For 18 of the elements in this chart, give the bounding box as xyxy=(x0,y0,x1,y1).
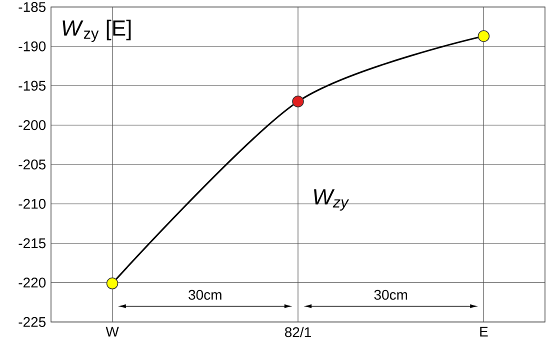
annotation: 30cm xyxy=(188,290,222,300)
y-tick-label: -225 xyxy=(18,317,46,327)
point xyxy=(478,30,490,42)
y-tick-label: -185 xyxy=(18,2,46,12)
y-tick-label: -200 xyxy=(18,120,46,130)
y-tick-label: -215 xyxy=(18,238,46,248)
y-tick-label: -190 xyxy=(18,41,46,52)
y-tick-label: -210 xyxy=(18,198,46,209)
y-tick-label: -205 xyxy=(18,160,46,170)
x-tick-label: W xyxy=(106,326,119,336)
x-tick-label: E xyxy=(480,326,488,336)
y-tick-label: -195 xyxy=(18,80,46,91)
annotation: 30cm xyxy=(374,290,408,300)
y-tick-label: -220 xyxy=(18,278,46,288)
x-tick-label: 82/1 xyxy=(284,326,311,338)
text: W$_{zy}$ xyxy=(314,189,350,211)
point xyxy=(292,96,304,108)
point xyxy=(106,278,118,290)
